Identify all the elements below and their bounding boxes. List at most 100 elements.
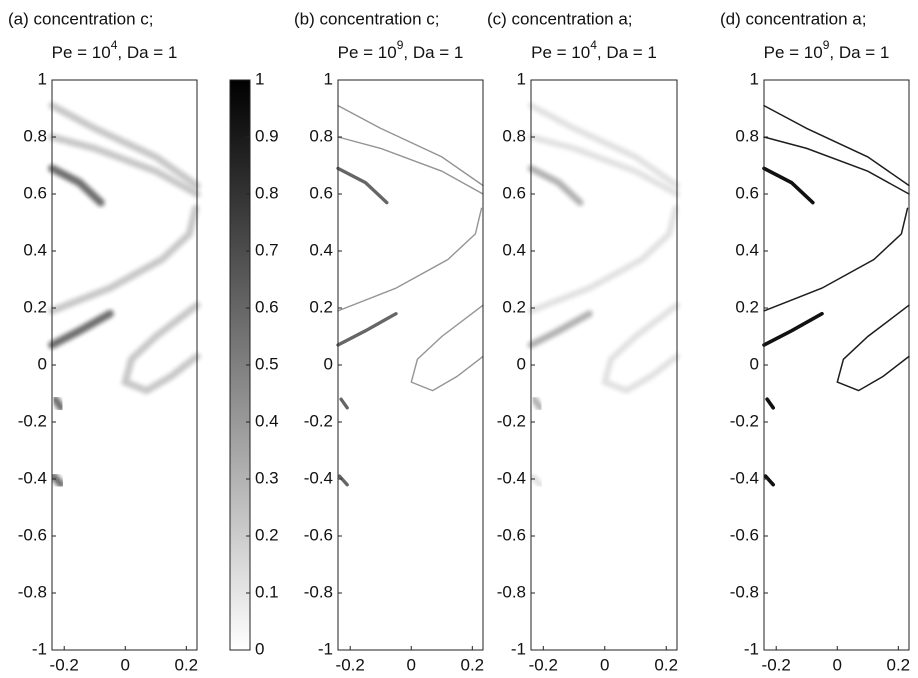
concentration-streak xyxy=(765,397,775,410)
panel-title: (c) concentration a; xyxy=(487,9,633,28)
concentration-streak xyxy=(528,102,680,189)
panel-title: (d) concentration a; xyxy=(720,9,866,28)
y-tick-label: -1 xyxy=(32,639,47,658)
x-tick-label: 0 xyxy=(121,655,130,674)
colorbar-tick-label: 0.7 xyxy=(255,240,279,259)
panel-subtitle: Pe = 104, Da = 1 xyxy=(52,38,178,62)
subtitle-rest: , Da = 1 xyxy=(117,43,177,62)
concentration-streak xyxy=(48,102,201,189)
plot-frame xyxy=(530,79,678,651)
y-tick-label: -0.6 xyxy=(18,525,47,544)
panel-subtitle: Pe = 109, Da = 1 xyxy=(338,38,464,62)
colorbar-tick-label: 0.3 xyxy=(255,468,279,487)
concentration-streak xyxy=(337,104,484,187)
y-tick-label: -1 xyxy=(511,639,526,658)
y-tick-label: -0.2 xyxy=(730,411,759,430)
concentration-streak xyxy=(530,395,544,412)
y-tick-label: -0.8 xyxy=(18,582,47,601)
concentration-streak xyxy=(336,166,389,205)
y-tick-label: -0.2 xyxy=(304,411,333,430)
concentration-streak xyxy=(763,136,910,195)
concentration-streak xyxy=(601,302,680,394)
y-tick-label: -0.4 xyxy=(304,468,333,487)
y-tick-label: 0.8 xyxy=(735,126,759,145)
concentration-streak xyxy=(762,311,824,347)
concentration-streak xyxy=(836,304,910,392)
x-tick-label: -0.2 xyxy=(50,655,79,674)
y-tick-label: 0.4 xyxy=(23,240,47,259)
subtitle-text: Pe = 10 xyxy=(531,43,590,62)
colorbar-tick-label: 0.6 xyxy=(255,297,279,316)
y-tick-label: 0.4 xyxy=(502,240,526,259)
concentration-streak xyxy=(410,304,484,392)
colorbar-tick-label: 1 xyxy=(255,69,264,88)
y-tick-label: -0.8 xyxy=(497,582,526,601)
y-tick-label: -0.2 xyxy=(18,411,47,430)
y-tick-label: 0.4 xyxy=(309,240,333,259)
subtitle-exponent: 4 xyxy=(590,38,597,52)
x-tick-label: -0.2 xyxy=(336,655,365,674)
y-tick-label: -0.4 xyxy=(18,468,47,487)
concentration-streak xyxy=(527,165,584,206)
subtitle-exponent: 9 xyxy=(823,38,830,52)
y-tick-label: 0 xyxy=(517,354,526,373)
subtitle-text: Pe = 10 xyxy=(338,43,397,62)
y-tick-label: -1 xyxy=(318,639,333,658)
x-tick-label: 0 xyxy=(600,655,609,674)
x-tick-label: -0.2 xyxy=(529,655,558,674)
concentration-streak xyxy=(528,205,679,314)
colorbar-tick-label: 0.5 xyxy=(255,354,279,373)
x-tick-label: 0 xyxy=(407,655,416,674)
panel-title: (a) concentration c; xyxy=(8,9,154,28)
colorbar-tick-label: 0.8 xyxy=(255,183,279,202)
y-tick-label: 0.6 xyxy=(309,183,333,202)
field xyxy=(48,102,201,489)
y-tick-label: 0.4 xyxy=(735,240,759,259)
colorbar-tick-label: 0.9 xyxy=(255,126,279,145)
concentration-streak xyxy=(48,133,201,198)
colorbar-tick-label: 0.1 xyxy=(255,582,279,601)
y-tick-label: -0.6 xyxy=(304,525,333,544)
field xyxy=(336,104,484,487)
y-tick-label: 1 xyxy=(750,69,759,88)
y-tick-label: -0.4 xyxy=(730,468,759,487)
y-tick-label: 0.2 xyxy=(309,297,333,316)
y-tick-label: 0.2 xyxy=(735,297,759,316)
concentration-streak xyxy=(339,397,349,410)
x-tick-label: 0.2 xyxy=(886,655,910,674)
concentration-streak xyxy=(337,207,483,312)
concentration-streak xyxy=(121,301,201,395)
subtitle-rest: , Da = 1 xyxy=(403,43,463,62)
y-tick-label: 0.6 xyxy=(502,183,526,202)
field xyxy=(762,104,910,487)
y-tick-label: 0 xyxy=(38,354,47,373)
colorbar-tick-label: 0.2 xyxy=(255,525,279,544)
subtitle-rest: , Da = 1 xyxy=(829,43,889,62)
concentration-streak xyxy=(763,207,909,312)
panel-subtitle: Pe = 109, Da = 1 xyxy=(764,38,890,62)
concentration-streak xyxy=(337,474,349,487)
concentration-streak xyxy=(527,310,593,349)
y-tick-label: 0.8 xyxy=(23,126,47,145)
x-tick-label: -0.2 xyxy=(762,655,791,674)
y-tick-label: 0 xyxy=(750,354,759,373)
concentration-streak xyxy=(49,472,66,489)
concentration-streak xyxy=(528,134,680,197)
plot-frame xyxy=(51,79,198,651)
y-tick-label: 1 xyxy=(517,69,526,88)
y-tick-label: -0.6 xyxy=(497,525,526,544)
concentration-streak xyxy=(763,104,910,187)
concentration-streak xyxy=(762,166,815,205)
subtitle-rest: , Da = 1 xyxy=(597,43,657,62)
concentration-streak xyxy=(763,474,775,487)
y-tick-label: -0.8 xyxy=(304,582,333,601)
concentration-streak xyxy=(48,309,114,349)
y-tick-label: 1 xyxy=(324,69,333,88)
y-tick-label: 0.2 xyxy=(502,297,526,316)
plot-frame xyxy=(763,79,910,651)
y-tick-label: 0.6 xyxy=(23,183,47,202)
x-tick-label: 0.2 xyxy=(174,655,198,674)
subtitle-exponent: 9 xyxy=(397,38,404,52)
plot-frame xyxy=(337,79,484,651)
x-tick-label: 0 xyxy=(833,655,842,674)
